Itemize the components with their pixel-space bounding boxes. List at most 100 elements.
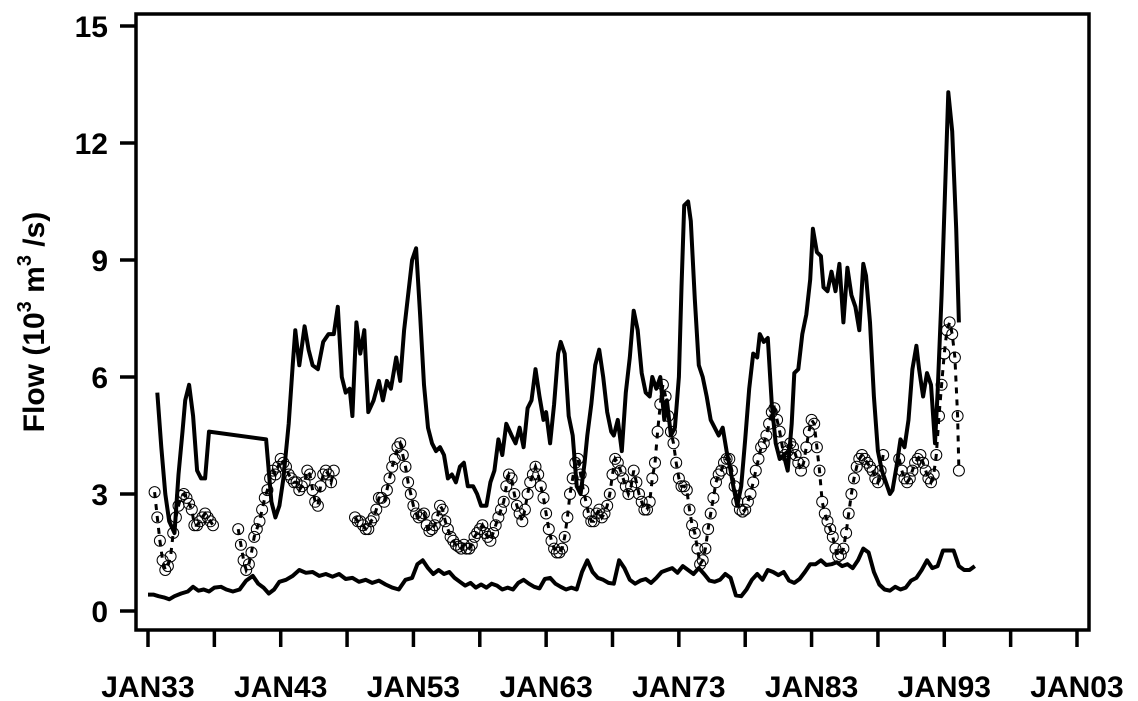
data-point-circle — [710, 476, 722, 489]
data-point-circle — [365, 515, 377, 528]
data-point-circle — [948, 351, 961, 364]
data-point-circle — [603, 488, 616, 500]
data-point-circle — [906, 464, 919, 477]
data-point-circle — [240, 564, 253, 576]
data-point-circle — [617, 472, 630, 485]
data-point-circle — [159, 564, 172, 576]
data-point-circle — [641, 503, 653, 516]
data-point-circle — [787, 441, 799, 454]
data-point-circle — [840, 527, 853, 539]
data-point-circle — [683, 503, 696, 516]
data-point-circle — [741, 495, 754, 508]
data-point-circle — [495, 503, 507, 516]
data-point-circle — [407, 499, 420, 512]
data-point-circle — [529, 460, 542, 473]
data-point-circle — [311, 499, 324, 512]
x-tick-label: JAN93 — [898, 671, 991, 701]
data-point-circle — [951, 410, 964, 422]
data-point-circle — [510, 499, 523, 512]
data-point-circle — [688, 527, 701, 539]
data-point-circle — [702, 523, 715, 536]
data-point-circle — [388, 452, 401, 465]
data-point-circle — [919, 464, 932, 477]
data-point-circle — [242, 558, 255, 571]
data-point-circle — [678, 480, 691, 493]
data-point-circle — [319, 464, 332, 477]
data-point-circle — [505, 472, 518, 485]
data-point-circle — [378, 495, 391, 508]
x-axis: JAN33 JAN43 JAN53 JAN63 JAN73 JAN83 JAN93 JAN03 — [101, 630, 1124, 701]
data-point-circle — [399, 460, 412, 473]
data-point-circle — [367, 511, 380, 524]
data-point-circle — [736, 505, 749, 518]
data-point-circle — [707, 491, 720, 504]
data-point-circle — [370, 503, 383, 516]
data-point-circle — [619, 480, 632, 493]
data-point-circle — [686, 519, 699, 532]
data-point-circle — [864, 460, 876, 473]
data-point-circle — [169, 511, 182, 524]
data-point-circle — [327, 464, 340, 477]
data-point-circle — [694, 558, 707, 571]
data-point-circle — [946, 328, 959, 341]
data-point-circle — [455, 542, 468, 555]
data-point-circle — [280, 460, 292, 473]
x-tick-label: JAN63 — [499, 671, 592, 701]
data-point-circle — [161, 560, 174, 573]
x-tick-label: JAN03 — [1030, 671, 1123, 701]
data-point-circle — [463, 542, 476, 555]
data-point-circle — [651, 425, 664, 438]
plot-area — [148, 90, 976, 602]
data-point-circle — [739, 503, 752, 516]
data-point-circle — [662, 410, 675, 422]
data-point-circle — [733, 503, 746, 516]
data-point-circle — [898, 472, 911, 485]
data-point-circle — [177, 488, 190, 500]
data-point-circle — [810, 441, 823, 454]
data-point-circle — [792, 456, 805, 469]
data-point-circle — [712, 468, 725, 481]
data-point-circle — [185, 503, 198, 516]
data-point-circle — [476, 519, 489, 532]
lower-bound-line — [148, 546, 976, 602]
data-point-circle — [925, 476, 937, 489]
data-point-circle — [309, 495, 322, 508]
data-point-circle — [180, 491, 193, 504]
data-point-circle — [749, 464, 762, 477]
data-point-circle — [649, 456, 661, 469]
data-point-circle — [167, 527, 180, 539]
data-point-circle — [933, 410, 945, 422]
data-point-circle — [670, 456, 683, 469]
data-point-circle — [914, 449, 927, 461]
data-point-circle — [396, 449, 409, 461]
data-point-circle — [545, 534, 558, 547]
data-point-circle — [250, 523, 263, 536]
data-point-circle — [234, 538, 247, 551]
data-point-circle — [577, 484, 590, 497]
y-tick-label: 3 — [91, 479, 108, 512]
median-dashed-line — [353, 384, 885, 569]
data-point-circle — [362, 523, 375, 536]
data-point-circle — [893, 452, 906, 465]
y-tick-label: 12 — [75, 128, 108, 161]
data-point-circle — [566, 472, 579, 485]
data-point-circle — [153, 534, 166, 547]
data-point-circle — [151, 511, 164, 524]
y-tick-label: 9 — [91, 245, 108, 278]
data-point-circle — [314, 480, 327, 493]
data-point-circle — [269, 468, 282, 481]
data-point-circle — [842, 507, 855, 520]
data-point-circle — [580, 495, 592, 508]
data-point-circle — [574, 468, 587, 481]
data-point-circle — [465, 538, 478, 551]
data-point-circle — [410, 507, 423, 520]
data-point-circle — [428, 519, 441, 532]
data-point-circle — [797, 456, 810, 469]
data-point-circle — [175, 489, 188, 502]
data-point-circle — [434, 499, 446, 512]
data-point-circle — [930, 449, 943, 461]
data-point-circle — [871, 476, 884, 489]
data-point-circle — [301, 464, 314, 477]
data-point-circle — [487, 527, 500, 539]
